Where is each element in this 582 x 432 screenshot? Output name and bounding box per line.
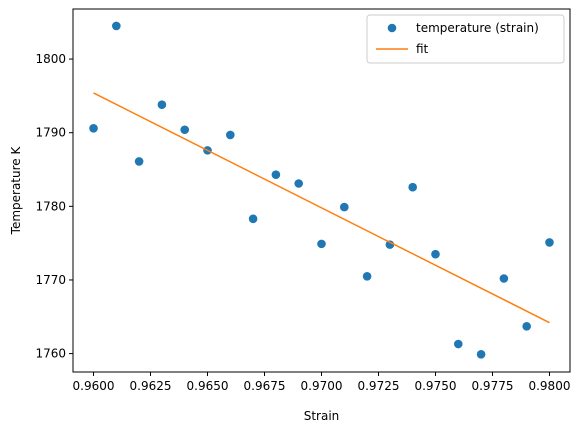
x-tick-label: 0.9600 [73,379,115,393]
y-tick-label: 1770 [35,273,66,287]
data-point [340,202,349,212]
data-point [226,130,235,140]
data-point [522,322,531,331]
x-tick-label: 0.9700 [301,379,343,393]
x-tick-label: 0.9625 [130,379,172,393]
legend-marker-temperature [387,23,397,33]
data-point [362,271,372,281]
x-tick-label: 0.9800 [528,379,570,393]
x-tick-label: 0.9725 [357,379,399,393]
y-tick-label: 1800 [35,52,66,66]
data-point [89,123,98,133]
y-tick-label: 1780 [35,199,66,213]
data-point [112,21,121,31]
data-point [453,339,463,349]
x-tick-label: 0.9750 [414,379,456,393]
data-point [545,238,554,247]
x-tick-label: 0.9650 [187,379,229,393]
data-point [385,240,395,249]
y-axis-label: Temperature K [9,146,23,236]
data-point [134,157,144,166]
data-point [499,274,509,283]
legend-label-temperature: temperature (strain) [416,21,539,35]
data-point [248,214,258,224]
y-tick-label: 1790 [35,126,66,140]
x-tick-label: 0.9775 [471,379,513,393]
axis-ticks: 0.9600 0.9625 0.9650 0.9675 0.9700 0.9725 0.97… [35,52,570,393]
x-axis-label: Strain [304,409,340,423]
plot-area [89,21,554,359]
data-point [408,182,417,192]
data-point [271,170,281,179]
x-tick-label: 0.9675 [244,379,286,393]
fit-line [93,92,550,324]
legend: temperature (strain) fit [366,14,565,64]
data-point [180,125,190,135]
data-point [431,249,440,259]
y-tick-label: 1760 [35,347,66,361]
data-point [476,350,486,359]
legend-box [366,14,565,64]
legend-label-fit: fit [416,42,429,56]
data-point [294,179,304,188]
data-point [157,100,167,110]
data-point [317,239,326,249]
